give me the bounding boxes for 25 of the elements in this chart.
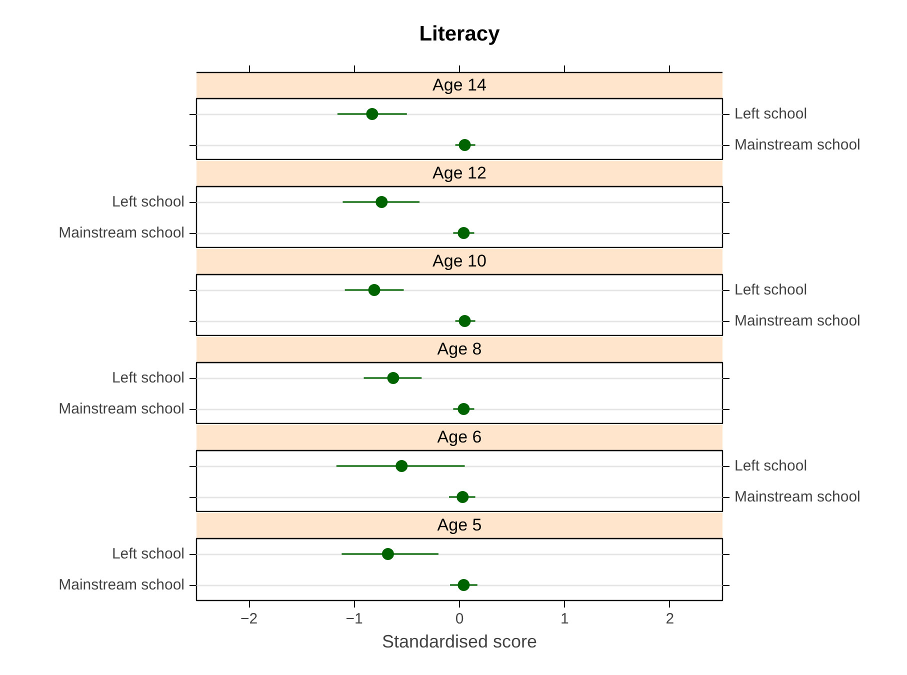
- x-tick-label: 0: [455, 610, 464, 628]
- chart-subtitle: Age 12: [432, 164, 486, 182]
- y-tick-label: Mainstream school: [58, 224, 185, 242]
- y-tick-label: Left school: [734, 458, 808, 474]
- y-tick-label: Left school: [734, 282, 808, 298]
- y-tick-label: Mainstream school: [734, 312, 860, 330]
- x-tick-label: 1: [560, 610, 569, 628]
- x-axis-title: Standardised score: [382, 632, 538, 652]
- y-tick-label: Mainstream school: [58, 576, 185, 594]
- y-tick-label: Left school: [734, 106, 808, 122]
- chart-subtitle: Age 10: [432, 252, 486, 270]
- x-tick-label: 2: [666, 610, 674, 628]
- y-tick-label: Left school: [112, 546, 184, 562]
- x-tick-label: −2: [240, 610, 258, 628]
- y-tick-label: Mainstream school: [58, 400, 185, 418]
- x-tick-label: −1: [346, 610, 363, 628]
- chart-subtitle: Age 8: [437, 340, 482, 358]
- y-tick-label: Left school: [112, 194, 184, 210]
- chart-subtitle: Age 14: [432, 76, 486, 94]
- y-tick-label: Mainstream school: [734, 136, 860, 154]
- chart-subtitle: Age 6: [437, 428, 482, 446]
- y-tick-label: Left school: [112, 370, 184, 386]
- y-tick-label: Mainstream school: [734, 488, 860, 506]
- chart-title: Literacy: [419, 22, 500, 46]
- chart-subtitle: Age 5: [437, 516, 482, 534]
